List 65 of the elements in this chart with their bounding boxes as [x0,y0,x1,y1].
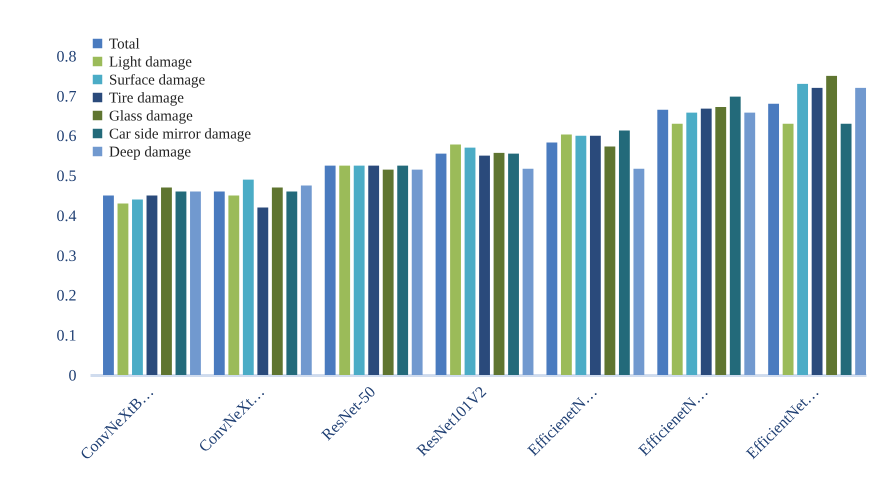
bar [826,76,838,375]
bar [782,124,794,375]
legend-label: Total [109,36,140,52]
y-tick-label: 0.5 [56,168,76,186]
bar [840,124,852,375]
bar [633,168,644,375]
bar [508,154,519,375]
bar [324,166,336,375]
bar [146,196,158,375]
bar [300,186,312,375]
bar [132,200,143,375]
bar [522,168,534,375]
legend-label: Car side mirror damage [109,126,252,142]
y-tick-label: 0.1 [56,328,76,345]
bar [103,196,114,375]
bar [214,192,225,375]
bar [855,88,866,375]
bar [190,192,201,375]
bar [479,156,490,375]
y-tick-label: 0.7 [56,88,76,106]
bar [257,207,268,375]
bar [618,130,630,375]
bar [715,106,726,375]
bar [604,146,616,375]
bar [382,170,394,375]
bar [812,88,823,375]
bar [354,166,365,375]
y-tick-label: 0.8 [56,48,76,66]
bar [768,104,780,375]
bar [412,170,423,375]
bar [242,180,254,375]
bar [672,124,683,375]
bar [118,204,128,375]
bar [436,154,446,375]
bar [700,108,712,375]
bar [657,110,668,375]
bar [272,188,283,375]
bar [797,84,808,375]
y-tick-label: 0.6 [56,128,76,146]
legend-label: Tire damage [109,90,184,106]
y-tick-label: 0.4 [56,208,76,225]
legend-label: Glass damage [109,108,194,124]
bar [450,144,461,375]
y-tick-label: 0.3 [56,248,76,265]
legend-label: Surface damage [109,72,206,88]
bar [686,112,698,375]
bar [560,134,572,375]
bar [730,96,741,375]
bar [575,136,586,375]
bar [464,148,476,375]
bar [161,188,172,375]
bar [286,192,298,375]
bar [228,196,240,375]
bar [546,142,558,375]
bar [590,136,601,375]
bar [397,166,408,375]
bar [176,192,186,375]
bar [744,112,756,375]
bar [494,152,504,375]
bar [339,166,350,375]
legend-label: Light damage [109,54,192,70]
legend-label: Deep damage [109,144,192,160]
bar [368,166,380,375]
y-tick-label: 0.2 [56,288,76,305]
y-tick-label: 0 [68,368,76,384]
